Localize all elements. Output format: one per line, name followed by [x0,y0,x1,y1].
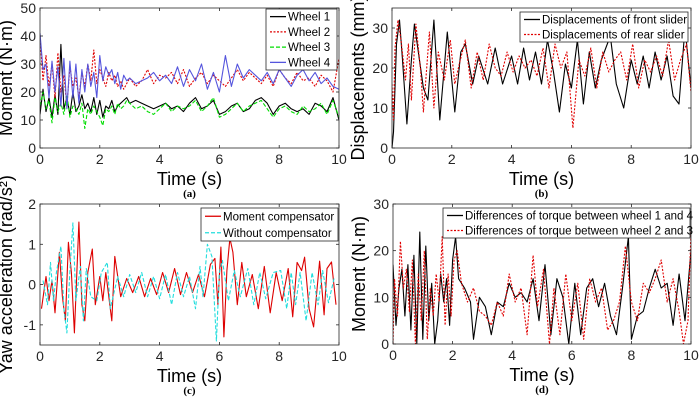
subplot-a: 0 2 4 6 8 10 0 10 20 30 40 50 Time (s)(a) Moment (N·m… [0,0,347,200]
legend: Displacements of front slider Displacemen… [519,11,689,43]
x-tick-label: 10 [331,151,347,167]
x-tick-label: 10 [331,348,347,364]
x-tick-label: 2 [96,151,104,167]
x-tick-label: 6 [568,151,576,167]
x-tick-label: 4 [508,347,516,363]
legend-label-3: Wheel 3 [288,42,330,54]
x-tick-label: 6 [568,347,576,363]
y-tick-label: 2 [28,196,36,212]
panel-label: (b) [535,188,549,200]
panel-label: (c) [183,385,196,397]
y-axis-label: Moment (N·m) [0,20,16,136]
x-tick-label: 6 [216,348,224,364]
x-tick-label: 8 [627,151,635,167]
axes-box [39,7,340,149]
x-axis-label: Time (s) [509,169,574,189]
series-line-1 [40,221,337,338]
x-tick-label: 4 [156,151,164,167]
x-tick-label: 2 [449,347,457,363]
x-tick-label: 10 [683,151,699,167]
panel-label: (a) [183,188,196,200]
y-tick-label: 0 [381,336,389,352]
y-axis-label: Moment (N·m) [349,216,369,332]
y-tick-label: 0 [28,277,36,293]
legend-label-1: Moment compensator [223,211,334,223]
legend-label-1: Wheel 1 [288,12,330,24]
series-line-1 [393,231,691,344]
y-tick-label: 10 [20,112,36,128]
x-tick-label: 2 [448,151,456,167]
x-axis-label: Time (s) [509,365,574,385]
x-tick-label: 0 [389,347,397,363]
y-tick-label: 0 [28,140,36,156]
x-tick-label: 6 [216,151,224,167]
legend-box [519,11,689,43]
y-tick-label: 0 [380,140,388,156]
x-tick-label: 0 [388,151,396,167]
x-tick-label: 0 [36,348,44,364]
y-tick-label: 20 [372,60,388,76]
series-line-3 [40,91,339,129]
axes-box [39,203,340,346]
series-line-2 [42,222,336,342]
x-tick-label: 4 [156,348,164,364]
legend: Moment compensator Without compensator [200,207,339,242]
subplot-b: 0 2 4 6 8 10 0 10 20 30 Time (s)(b) Displacements (… [348,0,699,200]
series-line-2 [393,231,691,344]
y-axis-label: Displacements (mm) [348,0,368,161]
legend: Differences of torque between wheel 1 an… [442,207,694,239]
y-tick-label: 30 [372,20,388,36]
legend-label-1: Differences of torque between wheel 1 an… [465,211,694,223]
y-tick-label: 20 [373,243,389,259]
y-tick-label: 10 [373,289,389,305]
y-tick-label: 20 [20,84,36,100]
legend-label-2: Differences of torque between wheel 2 an… [465,226,693,238]
legend-label-2: Wheel 2 [288,27,330,39]
subplot-c: 0 2 4 6 8 10 -1 0 1 2 Time (s)(c) Yaw acceleration … [0,175,347,397]
x-tick-label: 8 [628,347,636,363]
x-axis-label: Time (s) [157,169,222,189]
series-line-4 [40,33,339,110]
legend-label-4: Wheel 4 [288,57,331,69]
y-tick-label: 30 [20,56,36,72]
x-tick-label: 8 [275,348,283,364]
subplot-d: 0 2 4 6 8 10 0 10 20 30 Time (s)(d) Moment (N·m) Dif… [349,196,699,396]
y-tick-label: 40 [20,28,36,44]
axes-box [392,203,692,345]
legend-label-1: Displacements of front slider [542,15,687,27]
x-tick-label: 10 [683,347,699,363]
panel-label: (d) [535,384,549,396]
y-tick-label: 10 [372,100,388,116]
axes-box [391,7,692,149]
y-tick-label: 30 [373,196,389,212]
x-tick-label: 8 [275,151,283,167]
series-line-2 [392,19,691,129]
y-tick-label: 1 [28,236,36,252]
series-line-2 [40,35,339,107]
legend-box [265,8,338,71]
legend-label-2: Displacements of rear slider [542,30,685,42]
x-tick-label: 2 [96,348,104,364]
x-axis-label: Time (s) [157,366,222,386]
y-tick-label: 50 [20,0,36,16]
legend-box [442,207,691,239]
y-axis-label: Yaw acceleration (rad/s²) [0,175,16,374]
legend-box [200,207,339,242]
y-tick-label: -1 [24,317,37,333]
x-tick-label: 0 [36,151,44,167]
x-tick-label: 4 [508,151,516,167]
legend-label-2: Without compensator [223,228,332,240]
legend: Wheel 1 Wheel 2 Wheel 3 Wheel 4 [265,8,338,71]
